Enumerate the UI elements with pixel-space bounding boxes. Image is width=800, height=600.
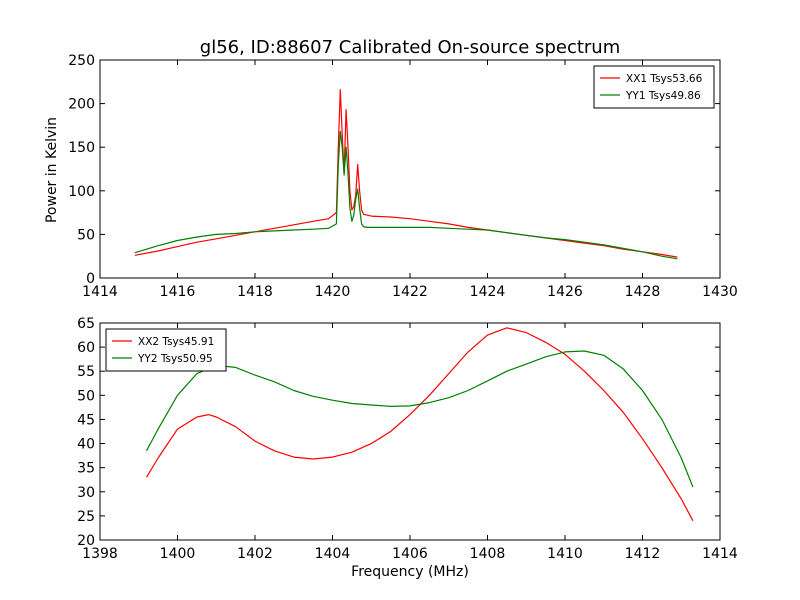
x-tick-label: 1420 <box>315 284 351 300</box>
x-tick-label: 1422 <box>392 284 428 300</box>
x-tick-label: 1400 <box>160 546 196 562</box>
x-tick-label: 1410 <box>547 546 583 562</box>
y-tick-label: 65 <box>77 316 95 332</box>
y-tick-label: 150 <box>68 140 95 156</box>
x-tick-label: 1398 <box>82 546 118 562</box>
y-tick-label: 0 <box>86 271 95 287</box>
legend-box <box>593 65 715 109</box>
series-line-yy-panel-0 <box>134 130 678 260</box>
y-tick-label: 250 <box>68 53 95 69</box>
x-tick-label: 1406 <box>392 546 428 562</box>
x-tick-label: 1402 <box>237 546 273 562</box>
legend-label: YY1 Tsys49.86 <box>625 90 701 102</box>
y-tick-label: 30 <box>77 485 95 501</box>
y-tick-label: 25 <box>77 509 95 525</box>
y-tick-label: 200 <box>68 97 95 113</box>
x-axis-label: Frequency (MHz) <box>351 564 469 580</box>
x-tick-label: 1414 <box>702 546 738 562</box>
legend-label: YY2 Tsys50.95 <box>137 353 213 365</box>
y-tick-label: 50 <box>77 227 95 243</box>
x-tick-label: 1414 <box>82 284 118 300</box>
legend: XX2 Tsys45.91 YY2 Tsys50.95 <box>105 328 227 372</box>
y-tick-label: 55 <box>77 364 95 380</box>
y-tick-label: 50 <box>77 388 95 404</box>
top-panel: 1414 1416 1418 1420 1422 1424 1426 1428 1430 0 50 1… <box>68 53 738 300</box>
series-line-yy-panel-1 <box>145 350 694 488</box>
series-line-xx-panel-0 <box>134 88 678 258</box>
y-tick-label: 100 <box>68 184 95 200</box>
y-tick-label: 60 <box>77 340 95 356</box>
x-tick-label: 1426 <box>547 284 583 300</box>
x-tick-label: 1430 <box>702 284 738 300</box>
y-tick-label: 40 <box>77 437 95 453</box>
x-tick-label: 1412 <box>625 546 661 562</box>
bottom-panel: 1398 1400 1402 1404 1406 1408 1410 1412 1414 20 25… <box>77 316 738 562</box>
x-tick-label: 1416 <box>160 284 196 300</box>
y-tick-label: 20 <box>77 533 95 549</box>
x-tick-label: 1418 <box>237 284 273 300</box>
chart-title: gl56, ID:88607 Calibrated On-source spec… <box>200 37 620 58</box>
legend: XX1 Tsys53.66 YY1 Tsys49.86 <box>593 65 715 109</box>
x-tick-label: 1404 <box>315 546 351 562</box>
x-tick-label: 1408 <box>470 546 506 562</box>
legend-label: XX1 Tsys53.66 <box>626 73 703 85</box>
y-tick-label: 35 <box>77 461 95 477</box>
y-tick-label: 45 <box>77 412 95 428</box>
legend-label: XX2 Tsys45.91 <box>138 336 214 348</box>
x-tick-label: 1428 <box>625 284 661 300</box>
series-line-xx-panel-1 <box>145 327 694 521</box>
y-axis-label: Power in Kelvin <box>44 117 60 223</box>
legend-box <box>105 328 227 372</box>
x-tick-label: 1424 <box>470 284 506 300</box>
